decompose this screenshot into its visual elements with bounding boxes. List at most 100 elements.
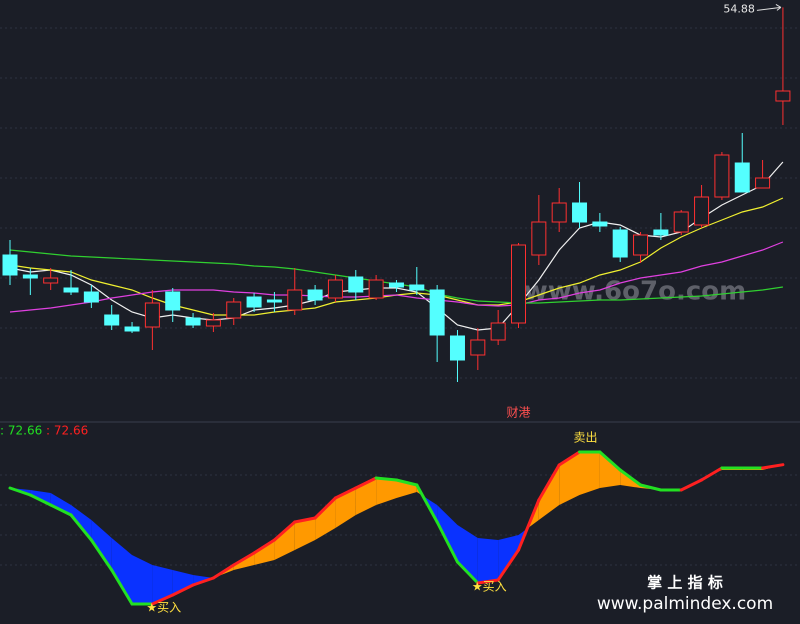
candle-body [429,289,445,336]
indicator-line [49,503,73,517]
indicator-line [374,476,398,482]
max-arrow-head [775,3,782,11]
band-fill [294,518,316,550]
candle-body [449,335,465,361]
candle-body [307,289,323,301]
indicator-line [69,513,93,542]
candle-body [592,221,608,227]
candle-body [511,244,526,324]
band-fill [274,522,295,560]
candle-body [246,296,262,308]
indicator-line [618,468,643,487]
indicator-line [476,578,500,585]
band-fill [559,452,580,505]
max-arrow [756,6,781,11]
band-fill [91,520,112,570]
band-fill [254,540,275,565]
indicator-line [232,551,256,567]
grid [0,27,800,566]
candle-body [368,279,384,299]
candle-body [572,202,588,223]
candle-body [226,301,242,319]
indicator-line [89,538,114,572]
indicator-line [598,450,622,472]
candle-body [43,277,59,284]
candle-body [673,211,689,233]
candle-body [470,339,486,356]
signal-label: ★买入 [146,601,181,615]
candle-body [775,90,791,102]
candle-body [348,276,364,293]
candle-body [124,326,140,332]
annotation: 财港 [506,406,530,420]
indicator-line [557,450,582,467]
indicator-line [517,498,541,552]
candle-body [165,291,181,311]
max-label: 54.88 [723,2,755,15]
candle-body [104,314,120,326]
candle-body [144,302,160,328]
candle-body [287,289,303,311]
signal-label: ★买入 [472,580,507,594]
candle-body [83,291,99,303]
candle-body [409,284,425,291]
indicator-line [639,483,663,492]
indicator-line [293,516,317,524]
candle-body [551,202,567,223]
indicator-line [496,548,520,582]
band-fill [172,570,194,595]
band-fill [152,565,173,604]
watermark: 掌 上 指 标 [647,574,723,592]
candle-body [205,319,221,327]
candle-body [327,279,343,299]
indicator-line [313,496,337,520]
band-fill [599,452,621,488]
band-fill [457,525,478,583]
band-fill [579,452,600,495]
band-fill [315,498,336,540]
indicator-line [761,463,785,470]
candle-body [653,229,669,236]
indicator-line [537,463,561,502]
band-fill [132,555,153,604]
indicator-readout: : 72.66 [0,424,42,438]
candle-body [612,229,628,258]
candle-body [755,177,771,189]
band-fill [335,488,356,528]
band-fill [50,493,71,515]
indicator-line [333,486,358,500]
indicator-line [435,520,459,564]
candle-body [63,287,79,293]
indicator-line [150,593,175,606]
candle-body [531,221,547,256]
band-fill [376,478,397,505]
band-fill [538,465,560,520]
band-fill [71,505,92,540]
candle-body [2,254,18,276]
indicator-readout: : 72.66 [46,424,88,438]
indicator-line [272,520,297,542]
watermark: www.palmindex.com [597,594,773,614]
candle-body [694,196,710,226]
indicator-line [415,483,439,524]
candle-body [388,282,404,288]
candle-body [633,234,649,256]
candle-body [490,322,506,341]
band-fill [111,538,132,604]
signal-label: 卖出 [574,431,598,445]
indicator-line [8,486,32,497]
moving-average [9,241,784,313]
indicator-line [354,476,378,490]
indicator-line [394,478,419,487]
indicator-line [455,560,480,585]
indicator-line [211,563,236,580]
band-fill [477,538,499,583]
indicator-line [679,478,704,492]
indicator-line [110,568,134,606]
indicator-line [28,493,53,507]
indicator-line [191,576,215,587]
band-fill [498,535,519,580]
indicator-line [171,583,195,597]
